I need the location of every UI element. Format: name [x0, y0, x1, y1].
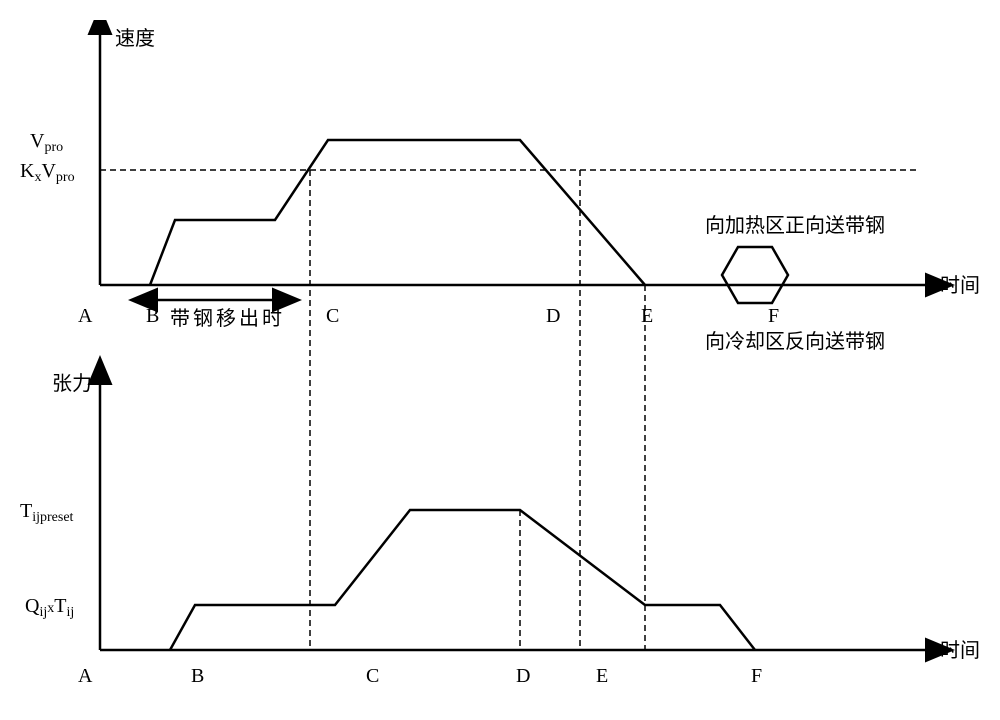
chart1-y-label: 速度: [115, 27, 155, 50]
hexagon: [722, 247, 788, 303]
chart1-x-label: 时间: [940, 274, 980, 297]
chart2-profile: [170, 510, 755, 650]
hex-label-top: 向加热区正向送带钢: [705, 214, 885, 237]
chart1-tick-A: A: [78, 305, 93, 327]
chart2-tick-F: F: [751, 665, 762, 687]
chart2-y-label: 张力: [52, 372, 92, 395]
chart1-tick-F: F: [768, 305, 779, 327]
chart2-tick-D: D: [516, 665, 530, 687]
chart2-tick-E: E: [596, 665, 608, 687]
chart1-ytick-vpro: Vpro: [30, 130, 63, 155]
chart2-ytick-qijxtij: QijxTij: [25, 595, 74, 620]
chart2-tick-A: A: [78, 665, 93, 687]
hex-label-bottom: 向冷却区反向送带钢: [705, 330, 885, 353]
chart1-tick-D: D: [546, 305, 560, 327]
chart1-ytick-kxvpro: KxVpro: [20, 160, 75, 185]
chart1-tick-E: E: [641, 305, 653, 327]
chart2-tick-C: C: [366, 665, 379, 687]
diagram-svg: 速度 时间 Vpro KxVpro 带钢移出时 A B C D E F 向加热区…: [20, 20, 980, 700]
chart1-tick-C: C: [326, 305, 339, 327]
chart2-x-label: 时间: [940, 639, 980, 662]
chart-tension: 张力 时间 Tijpreset QijxTij A B C D E F: [20, 372, 980, 687]
chart2-ytick-tijpreset: Tijpreset: [20, 500, 74, 525]
chart1-tick-B: B: [146, 305, 159, 327]
double-arrow-label: 带钢移出时: [170, 307, 285, 330]
chart2-tick-B: B: [191, 665, 204, 687]
chart-speed: 速度 时间 Vpro KxVpro 带钢移出时 A B C D E F 向加热区…: [20, 27, 980, 650]
chart1-profile: [150, 140, 645, 285]
